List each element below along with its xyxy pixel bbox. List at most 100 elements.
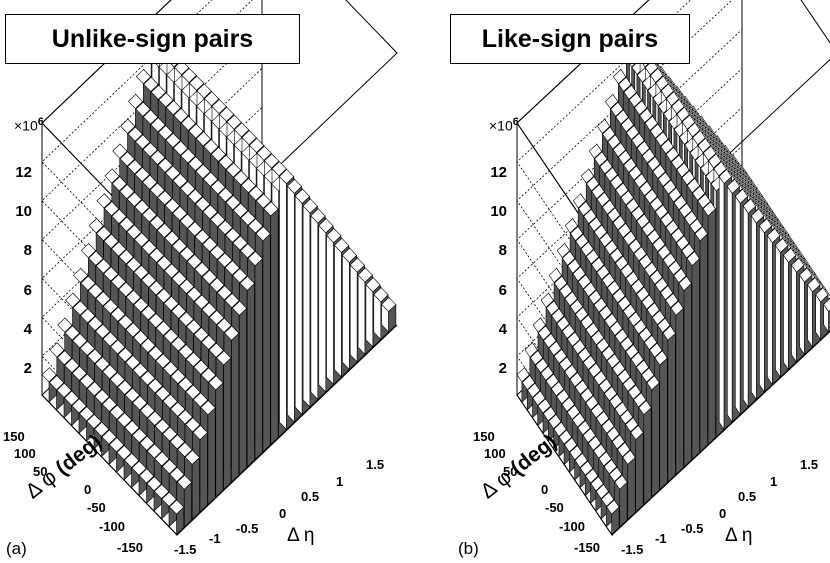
deta-tick-label: 0.5 <box>301 489 320 504</box>
bar-top <box>611 434 625 450</box>
deta-axis-title: Δ η <box>287 525 315 546</box>
bar-top <box>596 337 610 353</box>
deta-tick-label: -1 <box>209 531 221 546</box>
panel-like-sign: Like-sign pairs ×106 2 4 6 8 10 12 150 1… <box>415 0 830 563</box>
bar-top <box>580 314 594 330</box>
bar-top <box>200 400 216 416</box>
bar-top <box>594 224 608 240</box>
bar-top <box>87 283 104 299</box>
bar-front <box>651 382 660 498</box>
bar-top <box>657 244 671 260</box>
bar-top <box>116 445 132 461</box>
bar-top <box>189 75 205 91</box>
bar-front <box>199 431 208 513</box>
bar-top <box>660 139 674 155</box>
bar-top <box>310 208 326 224</box>
z-tick-label: 12 <box>490 164 507 181</box>
bar-top <box>294 188 310 204</box>
bar-front <box>246 282 255 468</box>
bar-top <box>161 459 178 475</box>
bar-front <box>262 233 271 453</box>
bar-top <box>609 247 623 263</box>
bar-top <box>697 193 711 209</box>
bar-top <box>553 421 567 437</box>
bar-top <box>110 339 126 355</box>
bar-top <box>647 229 661 245</box>
bar-front <box>239 307 247 476</box>
bar-top <box>650 67 664 83</box>
bar-top <box>617 368 631 385</box>
lego-plot-a <box>41 0 398 537</box>
bar-top <box>202 204 218 220</box>
bar-top <box>204 91 220 107</box>
bar-top <box>684 210 698 226</box>
bar-top <box>150 84 167 100</box>
bar-top <box>638 254 653 270</box>
bar-top <box>165 132 181 148</box>
panel-label: (a) <box>6 539 27 558</box>
bar-top <box>663 179 677 195</box>
bar-top <box>127 126 143 142</box>
bar-top <box>644 188 658 204</box>
bar-top <box>163 295 179 312</box>
deta-axis-title: Δ η <box>725 525 753 546</box>
bar-side <box>726 185 733 423</box>
bar-top <box>662 325 676 341</box>
bar-top <box>606 353 620 369</box>
bar-top <box>718 168 732 185</box>
bar-side <box>349 264 358 363</box>
bar-top <box>186 286 202 302</box>
bar-top <box>118 281 134 298</box>
bar-top <box>125 322 141 338</box>
bar-top <box>165 100 182 116</box>
bar-top <box>216 285 233 301</box>
bar-top <box>599 232 613 248</box>
z-tick-label: 4 <box>23 321 32 338</box>
bar-top <box>111 241 127 257</box>
bar-top <box>623 157 637 173</box>
bar-top <box>612 288 626 304</box>
bar-top <box>588 362 602 378</box>
bar-top <box>179 278 195 294</box>
lego-plot-b <box>516 0 830 537</box>
bar-top <box>671 98 685 115</box>
bar-top <box>111 176 128 192</box>
bar-top <box>133 264 149 280</box>
bar-top <box>598 378 612 394</box>
bar-top <box>641 367 655 383</box>
bar-top <box>87 316 103 332</box>
bar-top <box>545 373 559 389</box>
bar-top <box>665 219 679 235</box>
bar-top <box>334 237 350 253</box>
z-multiplier: ×106 <box>14 116 44 134</box>
deta-tick-label: 0.5 <box>738 489 757 504</box>
bar-top <box>734 188 749 204</box>
bar-top <box>609 320 623 336</box>
bar-top <box>638 327 652 343</box>
bar-top <box>72 333 88 349</box>
bar-top <box>124 387 140 403</box>
dphi-tick-label: 100 <box>484 446 506 461</box>
bar-top <box>767 228 781 244</box>
bar-top <box>660 83 674 99</box>
bar-top <box>124 420 140 436</box>
deta-tick-label: 1 <box>336 474 344 489</box>
bar-top <box>101 429 117 445</box>
bar-top <box>224 292 240 309</box>
bar-top <box>687 122 701 138</box>
dphi-tick-label: 150 <box>473 429 495 444</box>
bar-top <box>597 118 611 134</box>
bar-front <box>223 357 232 491</box>
z-tick-label: 10 <box>15 203 32 220</box>
bar-top <box>799 267 813 283</box>
bar-side <box>318 224 327 393</box>
bar-top <box>614 328 628 344</box>
bar-top <box>247 250 263 267</box>
bar-top <box>146 476 162 492</box>
bar-top <box>177 441 193 458</box>
dphi-tick-label: 50 <box>33 464 48 479</box>
bar-top <box>134 166 150 183</box>
bar-top <box>126 191 143 207</box>
bar-top <box>140 337 156 353</box>
bar-top <box>95 291 111 307</box>
